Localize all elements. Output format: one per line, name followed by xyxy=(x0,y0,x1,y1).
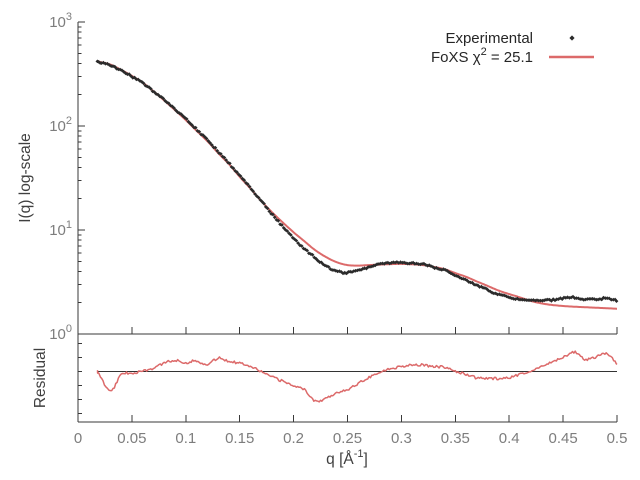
y-tick-label: 100​ xyxy=(49,323,72,343)
y-tick-label: 103​ xyxy=(49,11,72,31)
x-tick-label: 0.35 xyxy=(441,430,470,447)
y-tick-label: 101​ xyxy=(49,219,72,239)
x-tick-label: 0.45 xyxy=(548,430,577,447)
legend-experimental-label: Experimental xyxy=(445,30,533,47)
tick-marks xyxy=(77,21,618,422)
legend-foxs-label: FoXS χ2​ = 25.1 xyxy=(431,46,533,66)
axes xyxy=(77,22,617,423)
x-tick-label: 0.3 xyxy=(391,430,412,447)
main-plot xyxy=(95,59,619,310)
tick-labels: 100​ 101​ 102​ 103​ 0 0.05 0.1 0.15 0.2 0.25 0.3 0.… xyxy=(49,11,627,447)
legend-experimental-marker-icon xyxy=(569,35,575,41)
x-tick-label: 0 xyxy=(74,430,82,447)
main-y-axis-label: I(q) log-scale xyxy=(17,133,34,223)
x-tick-label: 0.5 xyxy=(607,430,628,447)
x-tick-label: 0.2 xyxy=(283,430,304,447)
x-tick-label: 0.25 xyxy=(333,430,362,447)
x-tick-label: 0.05 xyxy=(117,430,146,447)
y-tick-label: 102​ xyxy=(49,115,72,135)
x-tick-label: 0.15 xyxy=(225,430,254,447)
x-tick-label: 0.1 xyxy=(175,430,196,447)
axis-spines xyxy=(77,22,617,423)
residual-y-axis-label: Residual xyxy=(32,348,49,408)
legend: Experimental FoXS χ2​ = 25.1 xyxy=(431,30,594,66)
x-tick-label: 0.4 xyxy=(499,430,520,447)
x-axis-label: q [Å-1​] xyxy=(326,448,368,468)
residual-trace xyxy=(96,350,618,403)
residual-plot xyxy=(96,350,618,403)
